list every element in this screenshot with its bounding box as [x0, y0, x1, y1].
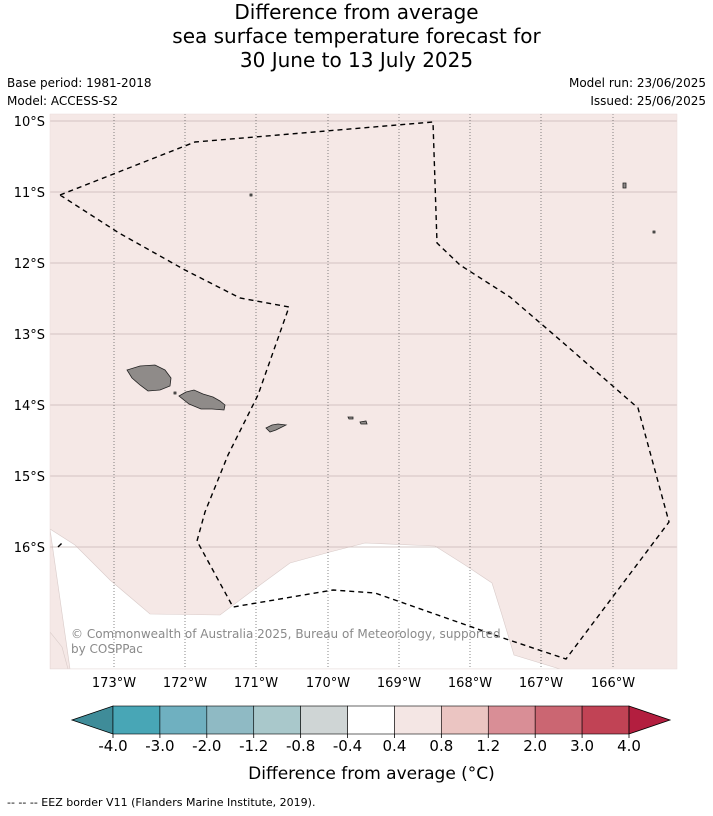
- title-line-3: 30 June to 13 July 2025: [239, 48, 474, 72]
- copyright-line-1: © Commonwealth of Australia 2025, Bureau…: [71, 627, 501, 641]
- map-frame: [49, 113, 678, 670]
- colorbar-labels: -4.0 -3.0 -2.0 -1.2 -0.8 -0.4 0.4 0.8 1.2 2.0 3.0 4…: [98, 737, 641, 755]
- lat-label: 10°S: [14, 115, 45, 130]
- colorbar-tick-label: -0.4: [333, 737, 362, 755]
- copyright-line-2: by COSPPac: [71, 642, 143, 656]
- meta-left: Base period: 1981-2018 Model: ACCESS-S2: [7, 74, 152, 110]
- colorbar-tick-label: -2.0: [192, 737, 221, 755]
- lat-label: 12°S: [14, 257, 45, 272]
- lat-label: 13°S: [14, 328, 45, 343]
- colorbar-bin: [581, 705, 630, 735]
- title-line-2: sea surface temperature forecast for: [172, 24, 541, 48]
- lon-label: 169°W: [377, 676, 421, 691]
- colorbar-bin: [394, 705, 442, 735]
- colorbar: [70, 705, 672, 738]
- colorbar-tick-label: -1.2: [239, 737, 268, 755]
- colorbar-tick-label: -0.8: [286, 737, 315, 755]
- colorbar-tick-label: -4.0: [98, 737, 127, 755]
- model-name: Model: ACCESS-S2: [7, 94, 119, 108]
- eez-legend-note: -- -- -- EEZ border V11 (Flanders Marine…: [7, 796, 316, 809]
- colorbar-extend-high: [628, 705, 672, 735]
- colorbar-bin: [112, 705, 161, 735]
- lat-label: 16°S: [14, 541, 45, 556]
- island-tau: [359, 420, 368, 425]
- colorbar-extend-low: [70, 705, 114, 735]
- colorbar-tick-label: 1.2: [476, 737, 500, 755]
- lon-label: 168°W: [448, 676, 492, 691]
- islet: [622, 182, 627, 189]
- colorbar-tick-label: -3.0: [145, 737, 174, 755]
- colorbar-tick-label: 4.0: [617, 737, 641, 755]
- lat-label: 15°S: [14, 470, 45, 485]
- colorbar-bin: [487, 705, 536, 735]
- lon-label: 171°W: [234, 676, 278, 691]
- colorbar-bin: [159, 705, 208, 735]
- colorbar-bin: [253, 705, 301, 735]
- issued-date: Issued: 25/06/2025: [590, 94, 706, 108]
- colorbar-title: Difference from average (°C): [248, 764, 495, 784]
- lon-label: 167°W: [519, 676, 563, 691]
- lon-label: 173°W: [92, 676, 136, 691]
- no-data-region: [50, 528, 561, 669]
- islet: [652, 230, 656, 234]
- map-title: Difference from average sea surface temp…: [0, 0, 713, 72]
- colorbar-bin: [441, 705, 489, 735]
- island-upolu: [178, 389, 226, 411]
- lon-label: 172°W: [163, 676, 207, 691]
- colorbar-tick-label: 3.0: [570, 737, 594, 755]
- island-ofu: [347, 416, 354, 420]
- colorbar-bin: [534, 705, 583, 735]
- meta-right: Model run: 23/06/2025 Issued: 25/06/2025: [569, 74, 706, 110]
- lat-label: 14°S: [14, 399, 45, 414]
- islet: [249, 193, 253, 197]
- base-period: Base period: 1981-2018: [7, 76, 152, 90]
- title-line-1: Difference from average: [234, 0, 479, 24]
- model-run: Model run: 23/06/2025: [568, 76, 706, 90]
- islet: [173, 391, 177, 395]
- lat-label: 11°S: [14, 186, 45, 201]
- lon-label: 170°W: [306, 676, 350, 691]
- colorbar-bin: [347, 705, 395, 735]
- lon-label: 166°W: [591, 676, 635, 691]
- colorbar-bin: [206, 705, 255, 735]
- island-savaii: [126, 364, 172, 392]
- colorbar-bin: [300, 705, 348, 735]
- eez-border-fragment: [57, 540, 65, 548]
- no-data-region: [50, 631, 69, 669]
- island-tutuila: [265, 423, 288, 433]
- eez-border-west: [59, 121, 670, 660]
- colorbar-tick-label: 0.8: [429, 737, 453, 755]
- colorbar-tick-label: 0.4: [383, 737, 407, 755]
- colorbar-tick-label: 2.0: [523, 737, 547, 755]
